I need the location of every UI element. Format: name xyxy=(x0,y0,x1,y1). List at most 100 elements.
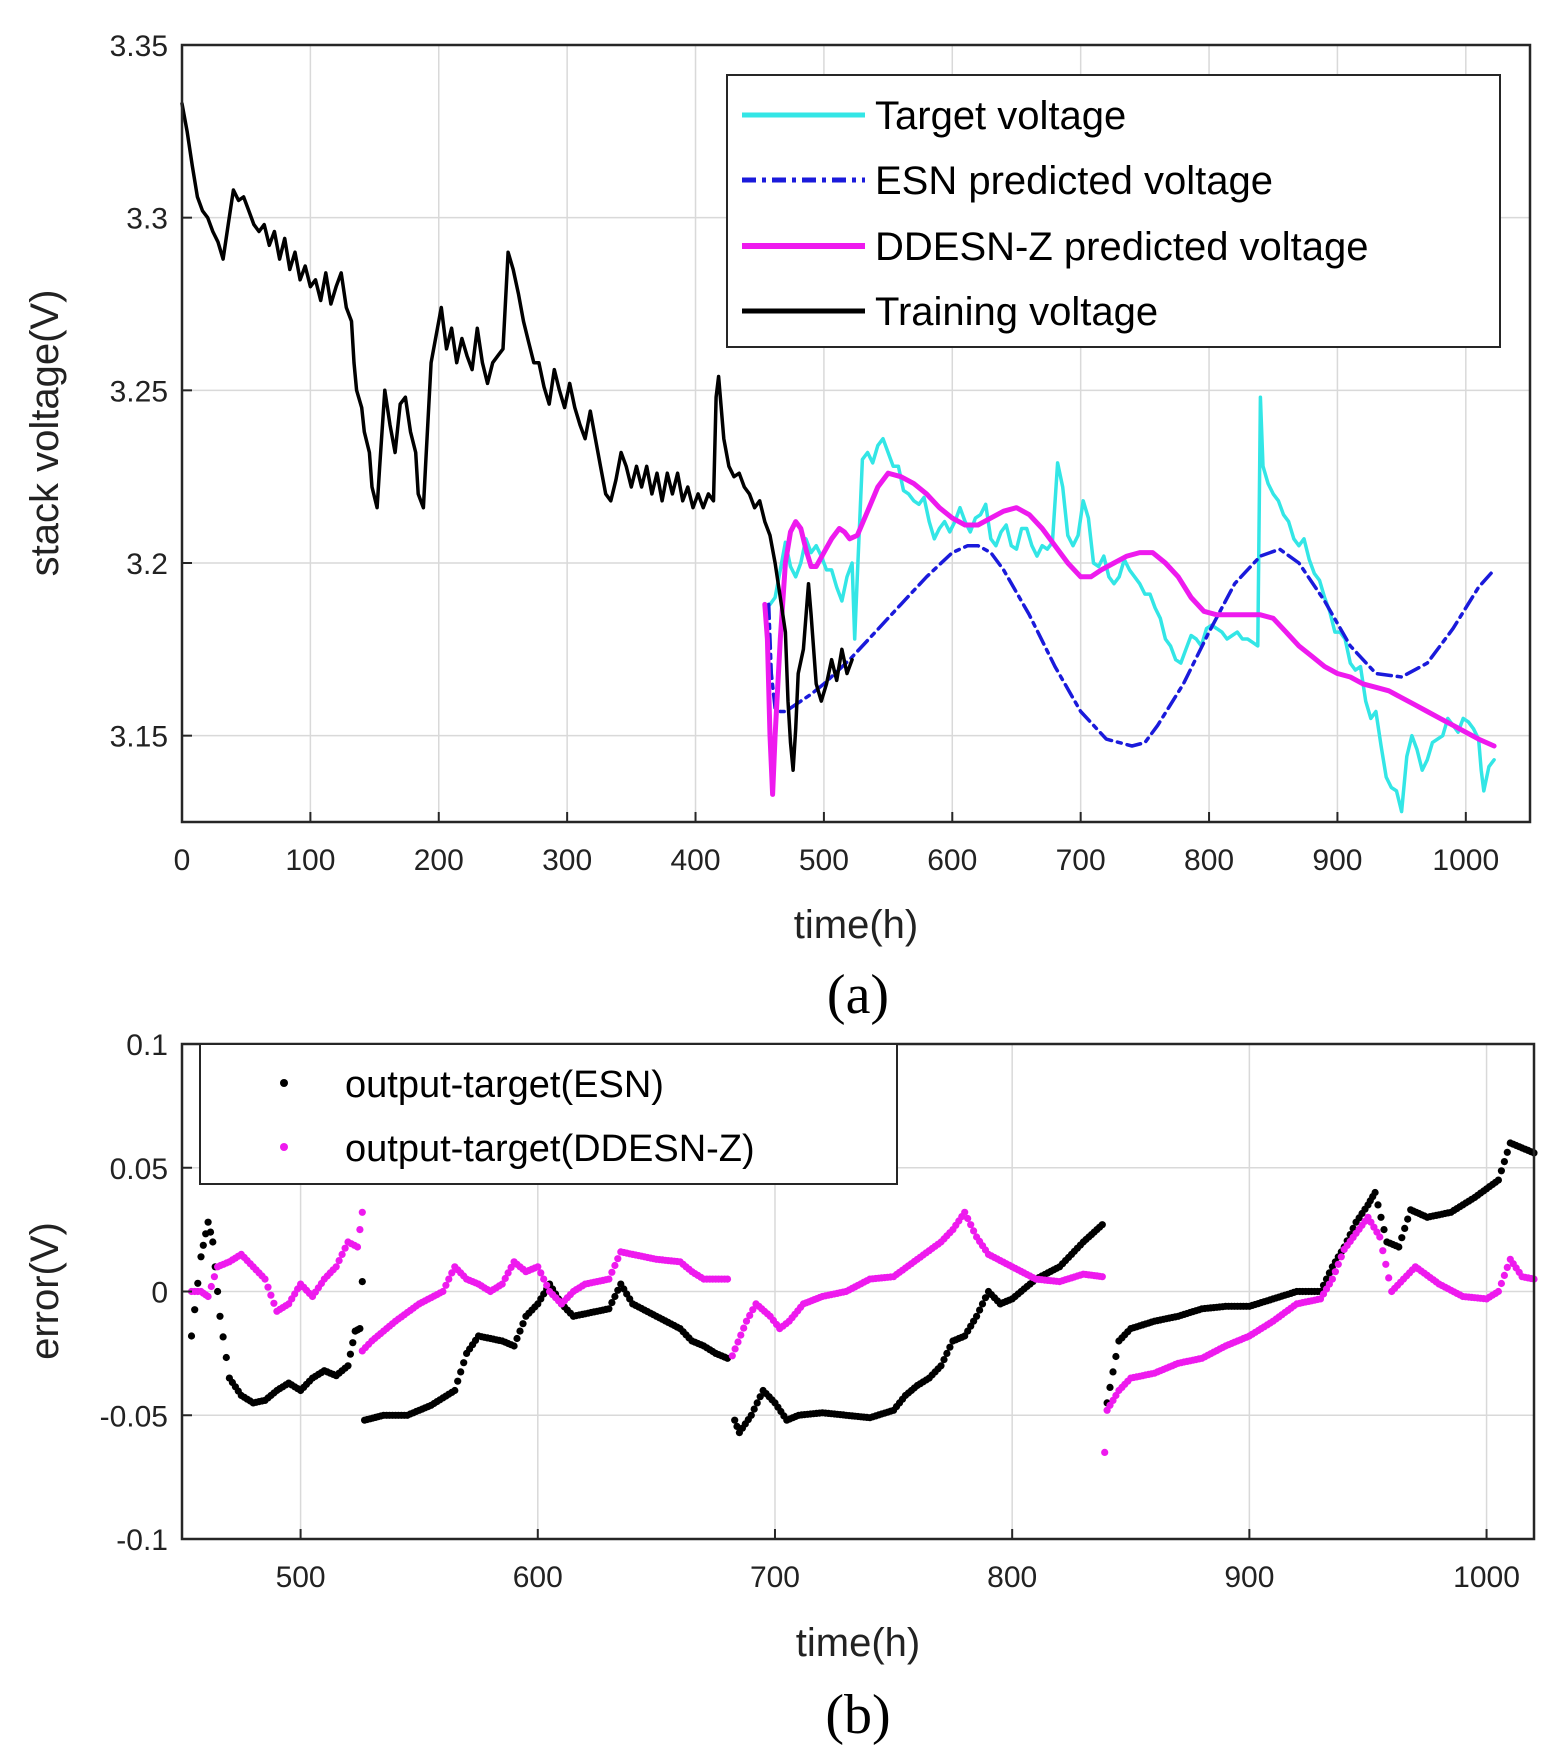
chart-b-xtick-label: 900 xyxy=(1224,1561,1274,1594)
point-output-target-esn- xyxy=(1395,1243,1403,1251)
chart-a-ytick-label: 3.25 xyxy=(110,375,168,408)
legend-label-esn: ESN predicted voltage xyxy=(875,159,1273,203)
point-output-target-esn- xyxy=(1109,1368,1117,1376)
point-output-target-ddesn-z- xyxy=(1497,1279,1505,1288)
point-output-target-esn- xyxy=(608,1299,616,1307)
chart-a-ytick-label: 3.3 xyxy=(126,203,168,236)
chart-b-legend-box xyxy=(199,1043,898,1185)
point-output-target-ddesn-z- xyxy=(1385,1274,1393,1282)
point-output-target-esn- xyxy=(756,1393,764,1401)
series-line-ddesn-z-predicted-voltage xyxy=(762,470,1497,797)
chart-a-legend-box xyxy=(726,74,1501,348)
chart-a-ticks: 0 100 200 300 400 500 600 700 800 900 1000 3.15 3.2 3… xyxy=(110,30,1500,877)
point-output-target-esn- xyxy=(349,1339,357,1347)
point-output-target-ddesn-z- xyxy=(501,1274,509,1283)
point-output-target-esn- xyxy=(451,1386,459,1395)
point-output-target-esn- xyxy=(1325,1269,1333,1277)
chart-b-ytick-label: 0.05 xyxy=(110,1153,168,1186)
point-output-target-ddesn-z- xyxy=(728,1352,736,1360)
chart-b-caption: (b) xyxy=(825,1684,890,1746)
point-output-target-esn- xyxy=(519,1320,527,1328)
point-output-target-esn- xyxy=(1377,1213,1385,1221)
legend-label-training: Training voltage xyxy=(875,290,1158,334)
point-output-target-ddesn-z- xyxy=(746,1311,754,1319)
point-output-target-esn- xyxy=(1503,1148,1511,1156)
point-output-target-ddesn-z- xyxy=(335,1257,343,1265)
point-output-target-esn- xyxy=(1374,1201,1382,1209)
chart-a: 0 100 200 300 400 500 600 700 800 900 1000 3.15 3.2 3… xyxy=(23,30,1532,1026)
chart-b-xtick-label: 1000 xyxy=(1453,1561,1520,1594)
point-output-target-esn- xyxy=(194,1279,202,1287)
point-output-target-ddesn-z- xyxy=(353,1243,362,1251)
chart-b-xtick-label: 500 xyxy=(276,1561,326,1594)
chart-a-frame xyxy=(180,43,1532,824)
chart-a-ytick-label: 3.35 xyxy=(110,30,168,63)
legend-label-target: Target voltage xyxy=(875,94,1126,138)
chart-b-xtick-label: 800 xyxy=(987,1561,1037,1594)
point-output-target-esn- xyxy=(1494,1176,1502,1184)
point-output-target-esn- xyxy=(197,1253,205,1261)
chart-a-ytick-label: 3.15 xyxy=(110,721,168,754)
point-output-target-ddesn-z- xyxy=(970,1227,978,1235)
point-output-target-esn- xyxy=(358,1278,366,1286)
point-output-target-esn- xyxy=(222,1353,230,1362)
point-output-target-esn- xyxy=(1497,1167,1505,1175)
point-output-target-ddesn-z- xyxy=(338,1250,346,1258)
chart-a-xtick-label: 300 xyxy=(542,844,592,877)
point-output-target-ddesn-z- xyxy=(1500,1271,1508,1279)
point-output-target-ddesn-z- xyxy=(341,1244,349,1252)
chart-b-ytick-label: 0.1 xyxy=(126,1029,168,1062)
point-output-target-esn- xyxy=(973,1312,981,1320)
point-output-target-esn- xyxy=(747,1411,755,1419)
point-output-target-ddesn-z- xyxy=(498,1280,506,1288)
point-output-target-esn- xyxy=(346,1350,354,1358)
chart-b-ticks: 500 600 700 800 900 1000 -0.1 -0.05 0 0.05 0.1 xyxy=(100,1029,1520,1594)
point-output-target-ddesn-z- xyxy=(540,1275,548,1283)
chart-b-ylabel: error(V) xyxy=(23,1222,67,1360)
point-output-target-esn- xyxy=(216,1312,224,1320)
chart-a-legend: Target voltage ESN predicted voltage DDE… xyxy=(726,74,1501,348)
point-output-target-esn- xyxy=(187,1332,196,1340)
point-output-target-ddesn-z- xyxy=(358,1208,366,1216)
legend-label-ddesn: DDESN-Z predicted voltage xyxy=(875,225,1369,269)
point-output-target-ddesn-z- xyxy=(742,1317,751,1325)
point-output-target-ddesn-z- xyxy=(1331,1268,1339,1276)
chart-a-xtick-label: 0 xyxy=(174,844,191,877)
point-output-target-ddesn-z- xyxy=(1379,1247,1387,1255)
point-output-target-ddesn-z- xyxy=(207,1282,215,1291)
chart-a-xtick-label: 500 xyxy=(799,844,849,877)
point-output-target-ddesn-z- xyxy=(1503,1263,1511,1271)
series-line-esn-predicted-voltage xyxy=(766,543,1496,748)
point-output-target-esn- xyxy=(1404,1215,1412,1223)
point-output-target-esn- xyxy=(1398,1234,1406,1242)
chart-b-ytick-label: 0 xyxy=(151,1277,168,1310)
chart-b-xtick-label: 600 xyxy=(513,1561,563,1594)
point-output-target-esn- xyxy=(206,1228,215,1236)
point-output-target-esn- xyxy=(731,1416,739,1424)
point-output-target-ddesn-z- xyxy=(1328,1275,1336,1283)
series-line-training-voltage xyxy=(180,101,854,772)
point-output-target-ddesn-z- xyxy=(270,1299,278,1307)
point-output-target-ddesn-z- xyxy=(1382,1260,1390,1268)
chart-b-legend: output-target(ESN) output-target(DDESN-Z… xyxy=(199,1043,898,1185)
point-output-target-ddesn-z- xyxy=(261,1275,269,1283)
chart-a-xtick-label: 200 xyxy=(414,844,464,877)
series-line-target-voltage xyxy=(768,395,1496,814)
chart-a-xtick-label: 600 xyxy=(927,844,977,877)
point-output-target-esn- xyxy=(516,1327,524,1335)
point-output-target-ddesn-z- xyxy=(737,1331,745,1339)
chart-a-series xyxy=(180,101,1497,814)
point-output-target-esn- xyxy=(611,1292,619,1301)
point-output-target-ddesn-z- xyxy=(534,1263,542,1271)
chart-a-xtick-label: 400 xyxy=(670,844,720,877)
point-output-target-esn- xyxy=(1106,1383,1114,1391)
point-output-target-ddesn-z- xyxy=(1334,1260,1342,1268)
point-output-target-ddesn-z- xyxy=(1337,1253,1345,1261)
chart-a-xtick-label: 800 xyxy=(1184,844,1234,877)
point-output-target-ddesn-z- xyxy=(614,1255,622,1263)
point-output-target-ddesn-z- xyxy=(507,1263,515,1271)
point-output-target-ddesn-z- xyxy=(740,1324,748,1332)
point-output-target-ddesn-z- xyxy=(439,1287,447,1296)
point-output-target-ddesn-z- xyxy=(543,1281,551,1289)
